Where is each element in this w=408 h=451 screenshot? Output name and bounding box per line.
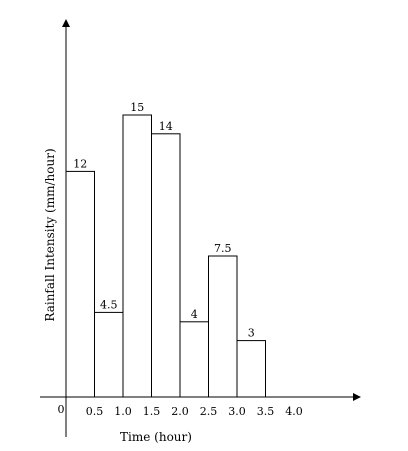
- x-tick-label-5: 3.0: [228, 405, 246, 418]
- x-tick-label-4: 2.5: [200, 405, 218, 418]
- x-axis-title: Time (hour): [120, 430, 192, 444]
- data-label-3: 14: [159, 120, 173, 133]
- x-tick-label-1: 1.0: [114, 405, 132, 418]
- axes-layer: [40, 19, 361, 437]
- x-tick-label-3: 2.0: [171, 405, 189, 418]
- x-tick-label-0: 0.5: [86, 405, 104, 418]
- bar-3: [151, 133, 181, 398]
- data-label-5: 7.5: [214, 242, 232, 255]
- x-tick-label-2: 1.5: [143, 405, 161, 418]
- bars-layer: [65, 114, 266, 398]
- data-label-0: 12: [73, 157, 87, 170]
- data-label-6: 3: [248, 327, 255, 340]
- bar-2: [122, 114, 152, 398]
- data-label-1: 4.5: [100, 298, 118, 311]
- data-label-4: 4: [191, 308, 198, 321]
- bar-1: [94, 311, 124, 398]
- bar-5: [208, 255, 238, 398]
- bar-6: [236, 340, 266, 398]
- origin-label: 0: [58, 403, 65, 416]
- data-label-2: 15: [130, 101, 144, 114]
- x-tick-label-6: 3.5: [257, 405, 275, 418]
- bar-0: [65, 170, 95, 398]
- x-tick-label-7: 4.0: [285, 405, 303, 418]
- y-axis-title: Rainfall Intensity (mm/hour): [43, 148, 57, 321]
- labels-layer: 0 Time (hour) Rainfall Intensity (mm/hou…: [43, 101, 303, 444]
- bar-4: [179, 321, 209, 398]
